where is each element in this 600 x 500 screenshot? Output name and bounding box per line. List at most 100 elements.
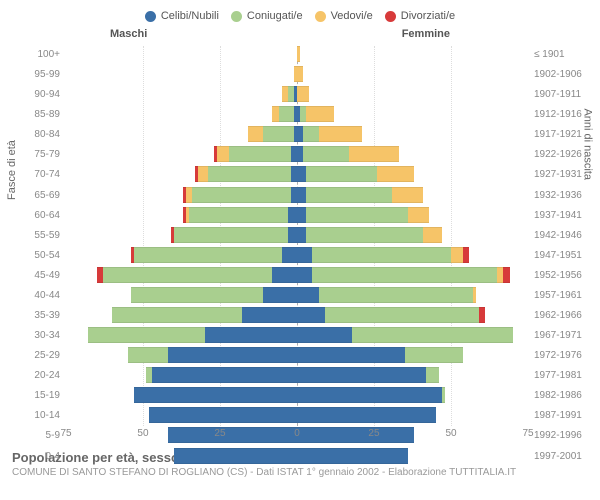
birth-year-label: 1942-1946	[528, 227, 600, 245]
legend-swatch	[145, 11, 156, 22]
age-label: 80-84	[0, 126, 66, 144]
bar-segment	[297, 287, 319, 303]
legend-swatch	[315, 11, 326, 22]
legend-swatch	[385, 11, 396, 22]
bar-segment	[377, 166, 414, 182]
female-bar	[297, 146, 528, 160]
bar-segment	[306, 227, 423, 243]
bar-segment	[463, 247, 469, 263]
bar-segment	[242, 307, 297, 323]
bar-segment	[297, 448, 408, 464]
bar-segment	[319, 126, 362, 142]
age-row: 20-241977-1981	[66, 367, 528, 385]
bar-segment	[297, 307, 325, 323]
age-label: 60-64	[0, 207, 66, 225]
legend-item: Celibi/Nubili	[145, 10, 219, 22]
bar-segment	[297, 46, 300, 62]
birth-year-label: 1907-1911	[528, 86, 600, 104]
age-row: 10-141987-1991	[66, 407, 528, 425]
bar-segment	[306, 166, 377, 182]
bar-segment	[392, 187, 423, 203]
age-label: 25-29	[0, 347, 66, 365]
birth-year-label: 1957-1961	[528, 287, 600, 305]
age-label: 70-74	[0, 166, 66, 184]
birth-year-label: 1932-1936	[528, 187, 600, 205]
age-label: 40-44	[0, 287, 66, 305]
age-label: 65-69	[0, 187, 66, 205]
x-tick: 50	[445, 428, 456, 439]
bar-segment	[208, 166, 291, 182]
x-tick: 50	[137, 428, 148, 439]
male-bar	[66, 367, 297, 381]
bar-segment	[192, 187, 291, 203]
bar-segment	[189, 207, 288, 223]
age-row: 90-941907-1911	[66, 86, 528, 104]
age-row: 40-441957-1961	[66, 287, 528, 305]
female-bar	[297, 267, 528, 281]
female-bar	[297, 327, 528, 341]
female-bar	[297, 106, 528, 120]
female-bar	[297, 367, 528, 381]
age-row: 80-841917-1921	[66, 126, 528, 144]
bar-segment	[303, 126, 318, 142]
male-bar	[66, 307, 297, 321]
bar-segment	[134, 247, 282, 263]
male-bar	[66, 66, 297, 80]
bar-segment	[134, 387, 297, 403]
male-bar	[66, 407, 297, 421]
birth-year-label: 1952-1956	[528, 267, 600, 285]
bar-rows: 100+≤ 190195-991902-190690-941907-191185…	[66, 46, 528, 426]
bar-segment	[288, 207, 297, 223]
bar-segment	[319, 287, 473, 303]
age-label: 30-34	[0, 327, 66, 345]
age-row: 85-891912-1916	[66, 106, 528, 124]
age-row: 15-191982-1986	[66, 387, 528, 405]
bar-segment	[297, 66, 303, 82]
birth-year-label: 1982-1986	[528, 387, 600, 405]
bar-segment	[131, 287, 263, 303]
birth-year-label: 1922-1926	[528, 146, 600, 164]
birth-year-label: 1997-2001	[528, 448, 600, 466]
female-bar	[297, 247, 528, 261]
female-bar	[297, 46, 528, 60]
bar-segment	[88, 327, 205, 343]
male-bar	[66, 106, 297, 120]
bar-segment	[272, 267, 297, 283]
bar-segment	[248, 126, 263, 142]
male-bar	[66, 448, 297, 462]
legend-item: Coniugati/e	[231, 10, 303, 22]
bar-segment	[297, 187, 306, 203]
age-row: 0-41997-2001	[66, 448, 528, 466]
bar-segment	[408, 207, 430, 223]
female-bar	[297, 187, 528, 201]
legend-swatch	[231, 11, 242, 22]
bar-segment	[279, 106, 294, 122]
bar-segment	[112, 307, 241, 323]
legend-item: Vedovi/e	[315, 10, 373, 22]
age-label: 15-19	[0, 387, 66, 405]
bar-segment	[297, 86, 309, 102]
female-bar	[297, 166, 528, 180]
bar-segment	[297, 227, 306, 243]
header-female: Femmine	[402, 28, 450, 40]
age-label: 0-4	[0, 448, 66, 466]
age-row: 60-641937-1941	[66, 207, 528, 225]
birth-year-label: 1937-1941	[528, 207, 600, 225]
x-axis: 7550250255075	[66, 428, 528, 442]
legend-label: Celibi/Nubili	[161, 10, 219, 22]
bar-segment	[325, 307, 479, 323]
bar-segment	[297, 407, 436, 423]
x-tick: 75	[60, 428, 71, 439]
age-row: 30-341967-1971	[66, 327, 528, 345]
bar-segment	[217, 146, 229, 162]
female-bar	[297, 448, 528, 462]
bar-segment	[297, 207, 306, 223]
male-bar	[66, 86, 297, 100]
legend-label: Vedovi/e	[331, 10, 373, 22]
header-male: Maschi	[110, 28, 147, 40]
age-label: 55-59	[0, 227, 66, 245]
age-label: 50-54	[0, 247, 66, 265]
legend: Celibi/NubiliConiugati/eVedovi/eDivorzia…	[0, 0, 600, 28]
birth-year-label: ≤ 1901	[528, 46, 600, 64]
male-bar	[66, 187, 297, 201]
